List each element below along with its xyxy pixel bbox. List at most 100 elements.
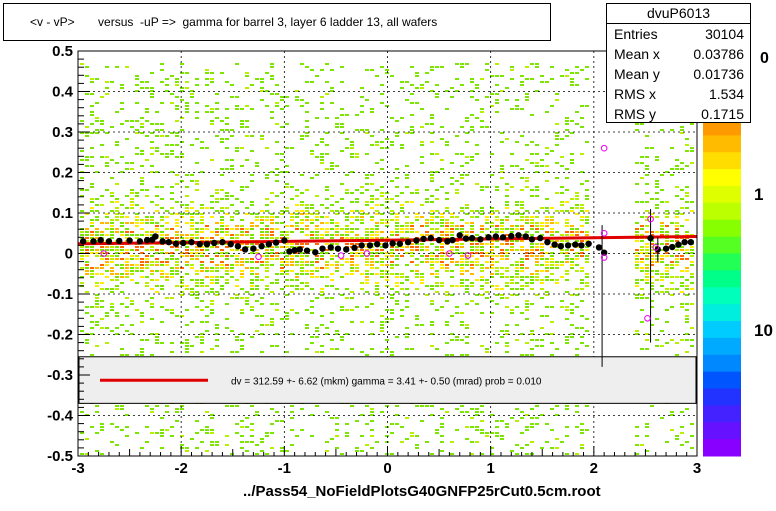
heatmap-cell xyxy=(515,282,519,284)
heatmap-cell xyxy=(190,96,194,98)
heatmap-cell xyxy=(315,231,319,233)
heatmap-cell xyxy=(160,276,164,278)
heatmap-cell xyxy=(175,408,179,410)
stats-row-rms-x: RMS x 1.534 xyxy=(607,84,750,104)
heatmap-cell xyxy=(115,207,119,209)
heatmap-cell xyxy=(240,447,244,449)
heatmap-cell xyxy=(355,237,359,239)
heatmap-cell xyxy=(155,225,159,227)
heatmap-cell xyxy=(570,312,574,314)
heatmap-cell xyxy=(220,138,224,140)
heatmap-cell xyxy=(505,267,509,269)
heatmap-cell xyxy=(530,216,534,218)
heatmap-cell xyxy=(520,228,524,230)
heatmap-cell xyxy=(335,255,339,257)
heatmap-cell xyxy=(460,183,464,185)
heatmap-cell xyxy=(510,264,514,266)
heatmap-cell xyxy=(275,180,279,182)
heatmap-cell xyxy=(690,210,694,212)
heatmap-cell xyxy=(225,435,229,437)
heatmap-cell xyxy=(375,189,379,191)
heatmap-cell xyxy=(250,279,254,281)
heatmap-cell xyxy=(340,339,344,341)
heatmap-cell xyxy=(260,450,264,452)
heatmap-cell xyxy=(510,294,514,296)
x-tick-label: 2 xyxy=(590,460,598,477)
heatmap-cell xyxy=(565,201,569,203)
heatmap-cell xyxy=(390,309,394,311)
heatmap-cell xyxy=(540,339,544,341)
heatmap-cell xyxy=(560,441,564,443)
heatmap-cell xyxy=(95,240,99,242)
heatmap-cell xyxy=(210,195,214,197)
heatmap-cell xyxy=(380,213,384,215)
heatmap-cell xyxy=(145,219,149,221)
heatmap-cell xyxy=(115,141,119,143)
heatmap-cell xyxy=(240,297,244,299)
heatmap-cell xyxy=(130,303,134,305)
heatmap-cell xyxy=(550,429,554,431)
heatmap-cell xyxy=(380,204,384,206)
heatmap-cell xyxy=(195,117,199,119)
heatmap-cell xyxy=(280,258,284,260)
heatmap-cell xyxy=(635,249,639,251)
heatmap-cell xyxy=(505,243,509,245)
heatmap-cell xyxy=(565,426,569,428)
heatmap-cell xyxy=(545,210,549,212)
heatmap-cell xyxy=(545,81,549,83)
heatmap-cell xyxy=(430,90,434,92)
heatmap-cell xyxy=(495,255,499,257)
heatmap-cell xyxy=(120,123,124,125)
heatmap-cell xyxy=(285,315,289,317)
heatmap-cell xyxy=(390,432,394,434)
heatmap-cell xyxy=(250,273,254,275)
heatmap-cell xyxy=(345,213,349,215)
heatmap-cell xyxy=(90,165,94,167)
heatmap-cell xyxy=(235,150,239,152)
heatmap-cell xyxy=(170,144,174,146)
heatmap-cell xyxy=(330,297,334,299)
heatmap-cell xyxy=(160,225,164,227)
heatmap-cell xyxy=(235,432,239,434)
heatmap-cell xyxy=(210,159,214,161)
heatmap-cell xyxy=(530,288,534,290)
heatmap-cell xyxy=(260,315,264,317)
heatmap-cell xyxy=(330,348,334,350)
heatmap-cell xyxy=(465,291,469,293)
heatmap-cell xyxy=(225,117,229,119)
heatmap-cell xyxy=(440,306,444,308)
heatmap-cell xyxy=(145,189,149,191)
heatmap-cell xyxy=(370,135,374,137)
heatmap-cell xyxy=(370,108,374,110)
heatmap-cell xyxy=(305,228,309,230)
heatmap-cell xyxy=(430,66,434,68)
heatmap-cell xyxy=(665,270,669,272)
heatmap-cell xyxy=(670,174,674,176)
heatmap-cell xyxy=(485,351,489,353)
heatmap-cell xyxy=(530,219,534,221)
heatmap-cell xyxy=(510,165,514,167)
heatmap-cell xyxy=(410,270,414,272)
heatmap-cell xyxy=(390,294,394,296)
heatmap-cell xyxy=(530,249,534,251)
heatmap-cell xyxy=(205,330,209,332)
heatmap-cell xyxy=(260,231,264,233)
heatmap-cell xyxy=(375,261,379,263)
heatmap-cell xyxy=(215,279,219,281)
heatmap-cell xyxy=(180,216,184,218)
heatmap-cell xyxy=(240,147,244,149)
heatmap-cell xyxy=(465,258,469,260)
heatmap-cell xyxy=(375,273,379,275)
heatmap-cell xyxy=(290,429,294,431)
heatmap-cell xyxy=(410,348,414,350)
heatmap-cell xyxy=(480,429,484,431)
heatmap-cell xyxy=(260,237,264,239)
stats-label: RMS x xyxy=(614,86,656,102)
heatmap-cell xyxy=(565,69,569,71)
heatmap-cell xyxy=(565,270,569,272)
heatmap-cell xyxy=(680,129,684,131)
heatmap-cell xyxy=(205,306,209,308)
heatmap-cell xyxy=(225,198,229,200)
heatmap-cell xyxy=(420,141,424,143)
y-tick-label: 0.2 xyxy=(52,165,73,182)
